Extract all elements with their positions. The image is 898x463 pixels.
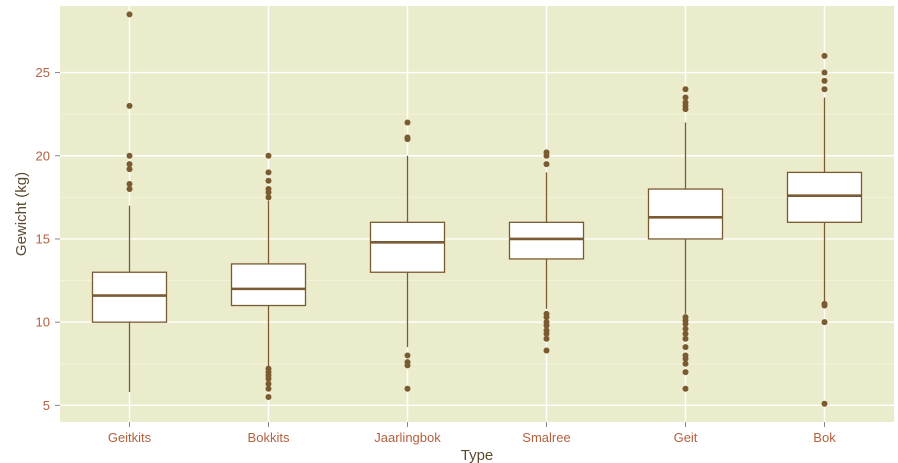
outlier-point xyxy=(126,152,133,159)
outlier-point xyxy=(404,352,411,359)
outlier-point xyxy=(265,177,272,184)
outlier-point xyxy=(126,102,133,109)
outlier-point xyxy=(543,327,550,334)
y-tick-label: 15 xyxy=(36,231,50,246)
iqr-box xyxy=(230,263,307,307)
box-jaarlingbok xyxy=(369,119,446,392)
x-tick-label: Bok xyxy=(813,430,836,445)
outlier-point xyxy=(126,186,133,193)
outlier-point xyxy=(682,344,689,351)
outlier-point xyxy=(682,86,689,93)
outlier-point xyxy=(682,360,689,367)
iqr-box xyxy=(369,221,446,273)
iqr-box xyxy=(508,221,585,260)
outlier-point xyxy=(126,181,133,188)
x-tick-label: Jaarlingbok xyxy=(374,430,441,445)
outlier-point xyxy=(543,347,550,354)
x-tick-label: Geit xyxy=(674,430,698,445)
y-tick-label: 25 xyxy=(36,65,50,80)
y-tick-label: 20 xyxy=(36,148,50,163)
outlier-point xyxy=(404,359,411,366)
outlier-point xyxy=(682,335,689,342)
plot-panel xyxy=(60,6,894,422)
y-axis-ticks: 5 10 15 20 25 xyxy=(36,65,60,413)
outlier-point xyxy=(126,11,133,18)
box-geit xyxy=(647,86,724,392)
outlier-point xyxy=(265,152,272,159)
outlier-point xyxy=(543,335,550,342)
outlier-point xyxy=(821,319,828,326)
x-axis-ticks: Geitkits Bokkits Jaarlingbok Smalree Geit Bok xyxy=(108,422,836,445)
outlier-point xyxy=(682,325,689,332)
box-bok xyxy=(786,52,863,407)
outlier-point xyxy=(265,380,272,387)
outlier-point xyxy=(682,94,689,101)
outlier-point xyxy=(821,52,828,59)
iqr-box xyxy=(786,171,863,223)
outlier-point xyxy=(543,161,550,168)
outlier-point xyxy=(682,99,689,106)
outlier-point xyxy=(821,77,828,84)
outlier-point xyxy=(404,119,411,126)
boxes xyxy=(91,11,863,407)
x-tick-label: Bokkits xyxy=(248,430,290,445)
outlier-point xyxy=(265,169,272,176)
box-bokkits xyxy=(230,152,307,401)
x-axis-title: Type xyxy=(461,447,494,463)
outlier-point xyxy=(821,300,828,307)
outlier-point xyxy=(821,69,828,76)
y-tick-label: 5 xyxy=(43,398,50,413)
outlier-point xyxy=(682,369,689,376)
outlier-point xyxy=(126,166,133,173)
outlier-point xyxy=(126,161,133,168)
outlier-point xyxy=(543,319,550,326)
iqr-box xyxy=(91,271,168,323)
outlier-point xyxy=(682,314,689,321)
box-smalree xyxy=(508,149,585,354)
outlier-point xyxy=(265,394,272,401)
box-geitkits xyxy=(91,11,168,393)
outlier-point xyxy=(404,385,411,392)
outlier-point xyxy=(265,365,272,372)
iqr-box xyxy=(647,188,724,240)
outlier-point xyxy=(821,86,828,93)
outlier-point xyxy=(821,400,828,407)
y-axis-title: Gewicht (kg) xyxy=(13,172,30,256)
outlier-point xyxy=(265,186,272,193)
outlier-point xyxy=(404,134,411,141)
outlier-point xyxy=(543,149,550,156)
y-tick-label: 10 xyxy=(36,315,50,330)
outlier-point xyxy=(543,310,550,317)
outlier-point xyxy=(265,194,272,201)
outlier-point xyxy=(682,385,689,392)
outlier-point xyxy=(265,385,272,392)
x-tick-label: Geitkits xyxy=(108,430,152,445)
outlier-point xyxy=(682,352,689,359)
outlier-point xyxy=(682,330,689,337)
x-tick-label: Smalree xyxy=(522,430,570,445)
